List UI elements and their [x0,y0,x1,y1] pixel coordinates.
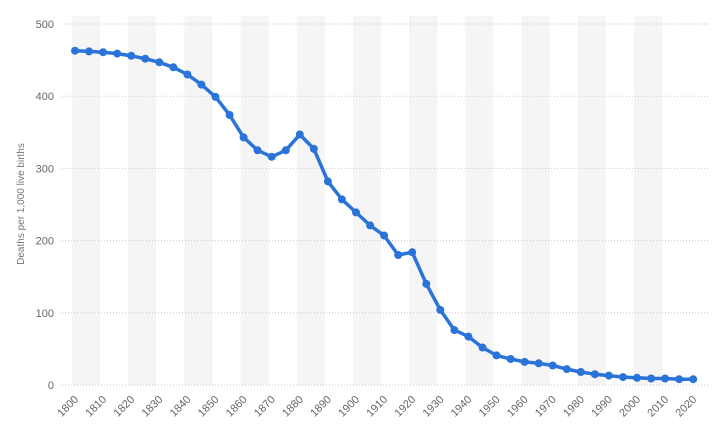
x-tick-label: 1800 [55,394,81,420]
data-point[interactable] [380,231,389,240]
x-tick-label: 2020 [674,394,700,420]
data-point[interactable] [506,355,515,363]
data-point[interactable] [422,279,431,288]
data-point[interactable] [127,51,136,60]
data-point[interactable] [366,221,375,230]
x-tick-label: 1870 [252,394,278,420]
x-tick-label: 1950 [477,394,503,420]
data-point[interactable] [239,133,248,142]
data-point[interactable] [197,80,206,89]
data-point[interactable] [253,146,262,155]
data-point[interactable] [590,370,599,379]
data-point[interactable] [295,130,304,139]
data-point[interactable] [464,332,473,341]
data-point[interactable] [520,357,529,366]
x-tick-label: 1970 [533,394,559,420]
data-point[interactable] [183,70,192,79]
y-tick-label: 100 [36,308,54,320]
data-point[interactable] [675,375,684,384]
x-tick-label: 2000 [617,394,643,420]
data-point[interactable] [141,54,150,63]
x-tick-label: 1920 [393,394,419,420]
data-point[interactable] [478,343,487,352]
x-tick-label: 1960 [505,394,531,420]
alternating-bands [72,16,663,385]
background-band [521,16,550,385]
data-point[interactable] [85,47,93,56]
data-point[interactable] [394,251,403,259]
background-band [409,16,438,385]
background-band [353,16,382,385]
data-point[interactable] [281,146,290,155]
data-point[interactable] [169,63,178,72]
x-axis-ticks: 1800 1810 1820 1830 1840 1850 1860 1870 1880 1890… [55,394,699,420]
y-axis-label: Deaths per 1,000 live births [16,143,27,265]
background-band [128,16,157,385]
background-band [465,16,494,385]
data-point[interactable] [534,359,543,368]
x-tick-label: 1860 [224,394,250,420]
data-point[interactable] [492,351,501,360]
background-band [634,16,663,385]
data-point[interactable] [619,373,627,382]
y-tick-label: 300 [36,163,54,175]
x-tick-label: 1890 [308,394,334,420]
data-point[interactable] [633,373,641,382]
y-tick-label: 500 [36,19,54,31]
data-point[interactable] [71,46,79,55]
background-band [296,16,325,385]
data-point[interactable] [337,195,346,204]
data-point[interactable] [309,144,318,153]
x-tick-label: 1820 [112,394,138,420]
series-group [71,46,698,384]
background-band [577,16,606,385]
x-tick-label: 1810 [83,394,109,420]
data-point[interactable] [647,374,656,383]
data-point[interactable] [267,152,276,161]
x-tick-label: 1910 [364,394,390,420]
data-point[interactable] [99,48,108,57]
data-point[interactable] [661,374,670,383]
data-point[interactable] [436,305,445,314]
background-band [72,16,101,385]
gridlines [62,23,708,386]
data-point[interactable] [576,368,585,376]
y-tick-label: 400 [36,91,54,103]
data-point[interactable] [548,361,557,370]
x-tick-label: 1830 [140,394,166,420]
data-point[interactable] [225,111,234,119]
x-tick-label: 1940 [449,394,475,420]
x-tick-label: 1850 [196,394,222,420]
data-point[interactable] [113,49,122,58]
data-point[interactable] [604,371,613,380]
data-point[interactable] [352,208,360,217]
y-axis-ticks: 0 100 200 300 400 500 [36,19,54,392]
x-tick-label: 1930 [421,394,447,420]
data-point[interactable] [450,326,459,335]
x-tick-label: 1880 [280,394,306,420]
data-point[interactable] [562,365,571,374]
data-point[interactable] [689,375,698,384]
x-tick-label: 2010 [645,394,671,420]
data-point[interactable] [408,248,417,257]
data-point[interactable] [323,177,332,186]
y-tick-label: 0 [48,380,54,392]
data-point[interactable] [155,58,164,67]
y-tick-label: 200 [36,236,54,248]
data-point[interactable] [211,92,220,101]
x-tick-label: 1900 [336,394,362,420]
x-tick-label: 1980 [561,394,587,420]
x-tick-label: 1990 [589,394,615,420]
background-band [240,16,269,385]
x-tick-label: 1840 [168,394,194,420]
